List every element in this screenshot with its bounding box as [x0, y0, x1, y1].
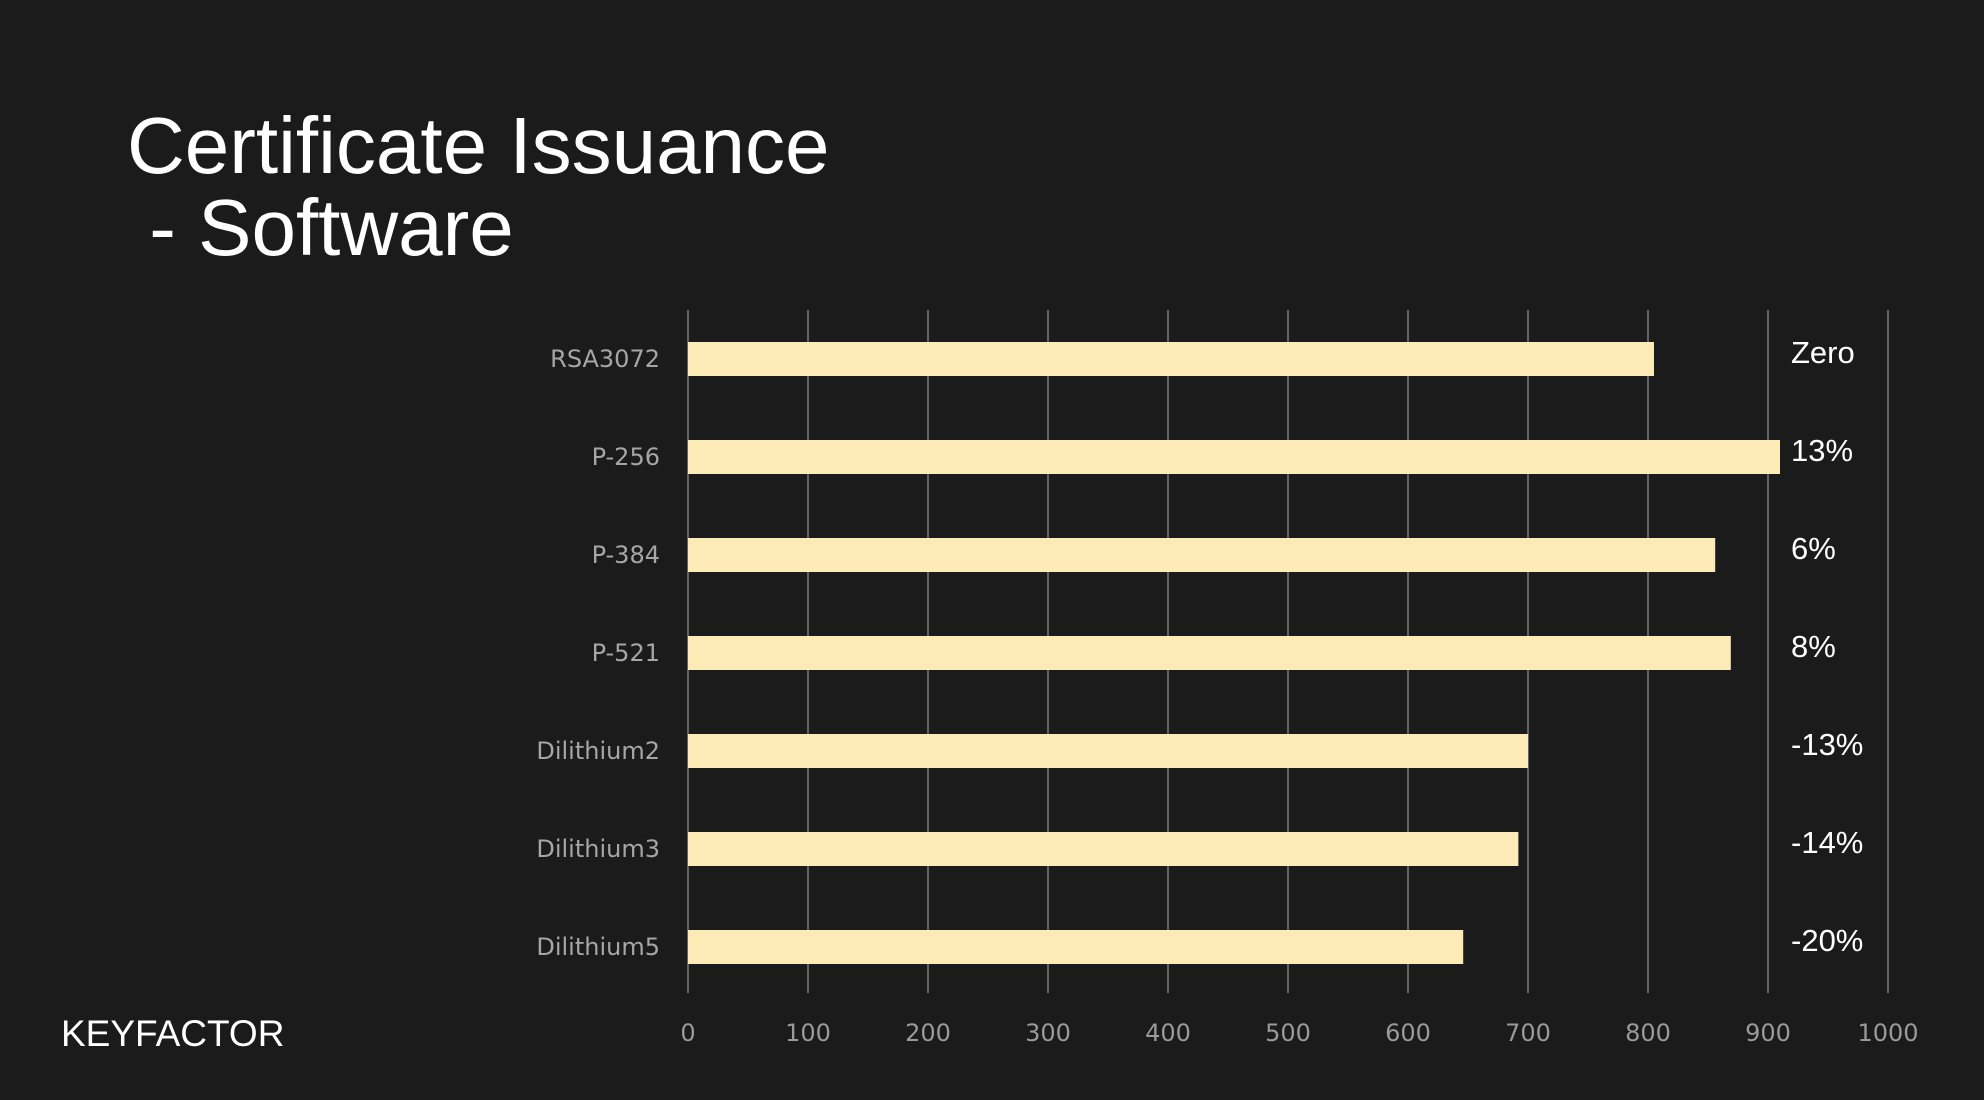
data-label: Zero — [1791, 335, 1855, 370]
data-label: -20% — [1791, 923, 1863, 958]
bar-dilithium2 — [688, 734, 1528, 768]
data-labels: Zero 13% 6% 8% -13% -14% -20% — [1791, 335, 1863, 958]
category-label: P-521 — [592, 639, 660, 667]
data-label: 13% — [1791, 433, 1853, 468]
x-tick-label: 500 — [1265, 1019, 1311, 1047]
category-labels: RSA3072 P-256 P-384 P-521 Dilithium2 Dilithiu… — [536, 345, 660, 961]
x-tick-label: 700 — [1505, 1019, 1551, 1047]
data-label: 6% — [1791, 531, 1836, 566]
x-tick-label: 100 — [785, 1019, 831, 1047]
x-tick-label: 800 — [1625, 1019, 1671, 1047]
x-tick-label: 0 — [680, 1019, 695, 1047]
bar-p-256 — [688, 440, 1780, 474]
x-tick-label: 600 — [1385, 1019, 1431, 1047]
x-tick-label: 200 — [905, 1019, 951, 1047]
x-tick-label: 1000 — [1857, 1019, 1918, 1047]
keyfactor-logo: KEYFACTOR — [61, 1013, 285, 1054]
category-label: P-384 — [592, 541, 660, 569]
category-label: RSA3072 — [550, 345, 660, 373]
data-label: -14% — [1791, 825, 1863, 860]
data-label: -13% — [1791, 727, 1863, 762]
x-tick-label: 300 — [1025, 1019, 1071, 1047]
data-label: 8% — [1791, 629, 1836, 664]
x-tick-label: 400 — [1145, 1019, 1191, 1047]
category-label: P-256 — [592, 443, 660, 471]
category-label: Dilithium2 — [536, 737, 660, 765]
bar-dilithium5 — [688, 930, 1464, 964]
title-line-1: Certificate Issuance — [127, 101, 830, 190]
category-label: Dilithium3 — [536, 835, 660, 863]
x-tick-label: 900 — [1745, 1019, 1791, 1047]
bar-rsa3072 — [688, 342, 1654, 376]
bar-dilithium3 — [688, 832, 1519, 866]
bar-p-384 — [688, 538, 1716, 572]
bars — [688, 342, 1780, 964]
bar-p-521 — [688, 636, 1731, 670]
x-tick-labels: 0 100 200 300 400 500 600 700 800 900 1000 — [680, 1019, 1918, 1047]
slide-title: Certificate Issuance - Software — [127, 105, 830, 269]
category-label: Dilithium5 — [536, 933, 660, 961]
title-line-2: - Software — [127, 183, 514, 272]
